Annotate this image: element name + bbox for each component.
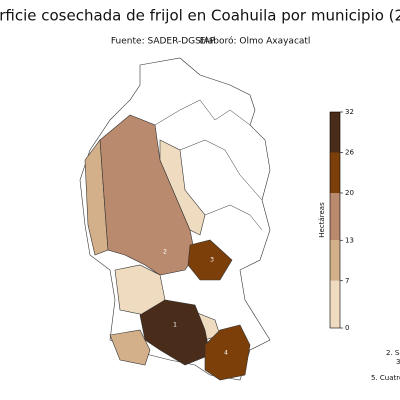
colorbar-tick-label: 7 [345,277,349,285]
colorbar-segment [330,280,340,328]
map-label: 1 [173,322,177,329]
municipality [109,329,151,366]
source: Fuente: SADER-DGSIAP [111,37,216,47]
map-label: 4 [224,350,228,357]
colorbar-frame [329,111,341,329]
author: Elaboró: Olmo Axayacatl [200,36,311,47]
legend-fragment: 3 [396,358,400,366]
colorbar-tick-label: 0 [345,324,349,332]
colorbar-segment [330,240,340,281]
colorbar-tick-label: 20 [345,189,354,197]
colorbar-label: Hectáreas [318,202,326,238]
municipal-border [204,204,263,231]
colorbar-tick-label: 13 [345,236,354,244]
colorbar-segment [330,193,340,241]
municipal-border [154,99,251,126]
colorbar-tick-label: 26 [345,149,354,157]
colorbar-segment [330,152,340,193]
municipality [187,239,233,281]
map-label: 2 [163,249,167,256]
legend-fragment: 2. Sa [386,349,400,357]
municipality [204,324,251,381]
map-label: 3 [210,257,214,264]
map: 1 2 3 4 [79,57,271,381]
municipality [159,139,206,236]
colorbar: 0 7 13 20 26 32 [329,108,354,332]
colorbar-segment [330,112,340,153]
title: Superficie cosechada de frijol en Coahui… [0,7,400,25]
municipal-border [179,139,263,201]
legend-fragment: 5. Cuatro [371,374,400,382]
colorbar-tick-label: 32 [345,108,354,116]
